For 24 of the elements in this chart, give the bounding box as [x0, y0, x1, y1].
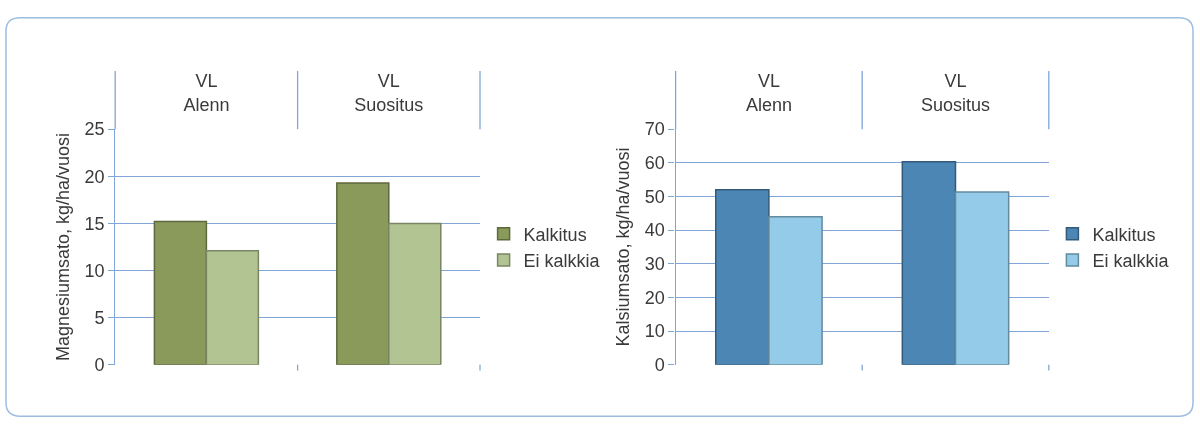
y-tick-label: 15	[84, 213, 105, 234]
y-tick-label: 60	[644, 153, 665, 174]
legend-label: Ei kalkkia	[523, 251, 601, 272]
x-tick-label: VL Alenn	[183, 71, 230, 115]
legend-label: Ei kalkkia	[1092, 251, 1170, 272]
y-tick-label: 50	[644, 186, 665, 207]
y-tick-label: 0	[94, 355, 105, 375]
y-axis-title: Kalsiumsato, kg/ha/vuosi	[613, 147, 634, 347]
x-tick-label: VL Alenn	[745, 71, 792, 115]
y-tick-label: 70	[644, 119, 665, 140]
y-tick-label: 25	[84, 119, 105, 140]
y-tick-label: 20	[84, 166, 105, 187]
x-tick-label: VL Suositus	[920, 71, 991, 115]
legend-label: Kalkitus	[523, 224, 587, 245]
y-axis-title: Magnesiumsato, kg/ha/vuosi	[52, 132, 73, 361]
y-tick-label: 40	[644, 220, 665, 241]
y-tick-label: 30	[644, 254, 665, 275]
y-tick-label: 10	[644, 321, 665, 342]
y-tick-label: 5	[94, 307, 105, 328]
legend-label: Kalkitus	[1092, 224, 1156, 245]
y-tick-label: 10	[84, 260, 105, 281]
y-tick-label: 20	[644, 287, 665, 308]
x-tick-label: VL Suositus	[354, 71, 424, 115]
y-tick-label: 0	[654, 355, 665, 375]
